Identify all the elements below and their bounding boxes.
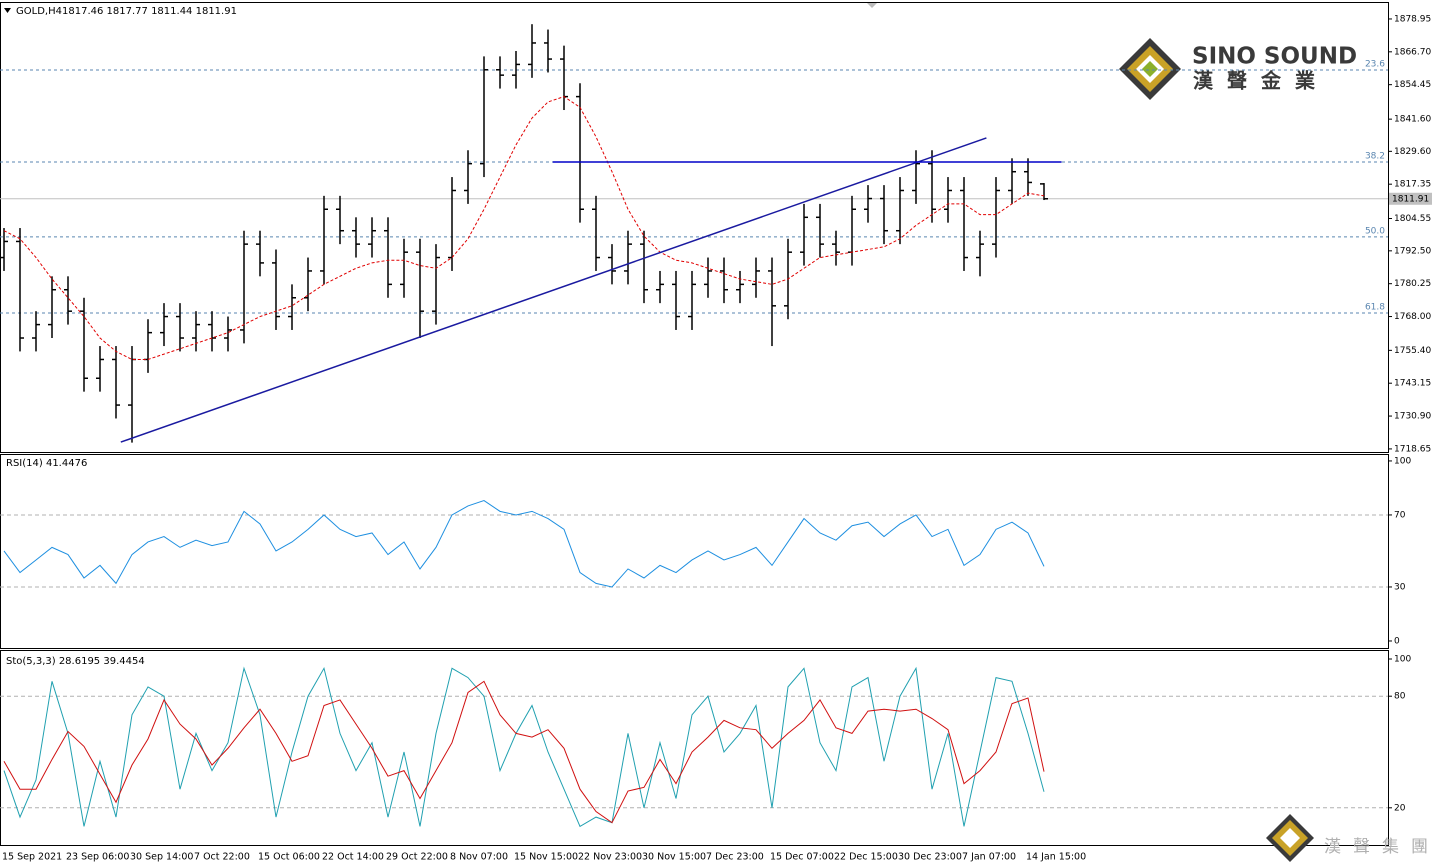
x-tick-label: 15 Nov 15:00 [514,852,578,863]
x-tick-label: 22 Oct 14:00 [322,852,384,863]
y-tick-label: 1792.50 [1394,246,1431,256]
x-tick-label: 7 Dec 23:00 [706,852,764,863]
y-tick-label: 70 [1394,510,1406,520]
header-arrow [4,8,11,13]
y-tick-label: 1730.90 [1394,412,1431,422]
y-tick-label: 1866.70 [1394,47,1431,57]
x-tick-label: 14 Jan 15:00 [1026,852,1086,863]
x-tick-label: 7 Jan 07:00 [962,852,1016,863]
y-tick-label: 1718.65 [1394,444,1431,454]
ohlc-header: 1817.46 1817.77 1811.44 1811.91 [62,6,237,17]
x-tick-label: 30 Sep 14:00 [130,852,193,863]
y-tick-label: 1755.40 [1394,346,1431,356]
fib-label: 50.0 [1365,226,1385,236]
logo-name: SINO SOUND [1192,44,1357,70]
y-tick-label: 30 [1394,582,1406,592]
y-tick-label: 1804.55 [1394,214,1431,224]
fib-label: 61.8 [1365,303,1385,313]
x-tick-label: 15 Oct 06:00 [258,852,320,863]
y-tick-label: 1829.60 [1394,147,1431,157]
last-price-label: 1811.91 [1392,194,1429,204]
x-tick-label: 29 Oct 22:00 [386,852,448,863]
fib-label: 38.2 [1365,152,1385,162]
fib-label: 23.6 [1365,60,1385,70]
y-tick-label: 1768.00 [1394,312,1431,322]
y-tick-label: 0 [1394,636,1400,646]
x-tick-label: 30 Nov 15:00 [642,852,706,863]
x-tick-label: 8 Nov 07:00 [450,852,508,863]
last-price-box [1389,192,1432,205]
y-tick-label: 1841.60 [1394,115,1431,125]
footer-diamond-inner [1280,828,1300,848]
y-tick-label: 1878.95 [1394,14,1431,24]
scroll-marker [867,3,877,8]
y-tick-label: 20 [1394,803,1406,813]
indicator-line [3,666,1045,828]
y-tick-label: 1780.25 [1394,279,1431,289]
footer-logo-text: 漢聲集團 [1324,837,1432,857]
indicator-line [3,680,1045,824]
trendline [120,137,987,443]
symbol-title: GOLD,H4 [16,6,62,17]
price-panel-frame [0,2,1389,453]
sto-panel-frame [0,650,1389,846]
x-tick-label: 22 Nov 23:00 [578,852,642,863]
rsi-title: RSI(14) 41.4476 [6,458,87,469]
x-tick-label: 7 Oct 22:00 [194,852,250,863]
x-tick-label: 15 Dec 07:00 [770,852,834,863]
x-tick-label: 15 Sep 2021 [2,852,62,863]
y-tick-label: 100 [1394,654,1411,664]
logo-chinese: 漢聲金業 [1193,69,1329,93]
y-tick-label: 1817.35 [1394,180,1431,190]
moving-average [3,96,1045,360]
x-tick-label: 22 Dec 15:00 [834,852,898,863]
y-tick-label: 1854.45 [1394,80,1431,90]
sto-title: Sto(5,3,3) 28.6195 39.4454 [6,656,145,667]
y-tick-label: 1743.15 [1394,379,1431,389]
y-tick-label: 100 [1394,456,1411,466]
logo: SINO SOUND 漢聲金業 [1119,38,1357,100]
logo-diamond-core [1142,61,1158,77]
x-tick-label: 23 Sep 06:00 [66,852,129,863]
rsi-panel-frame [0,454,1389,649]
x-tick-label: 30 Dec 23:00 [898,852,962,863]
y-tick-label: 80 [1394,692,1406,702]
footer-logo: 漢聲集團 [1266,814,1432,862]
indicator-line [3,499,1045,588]
